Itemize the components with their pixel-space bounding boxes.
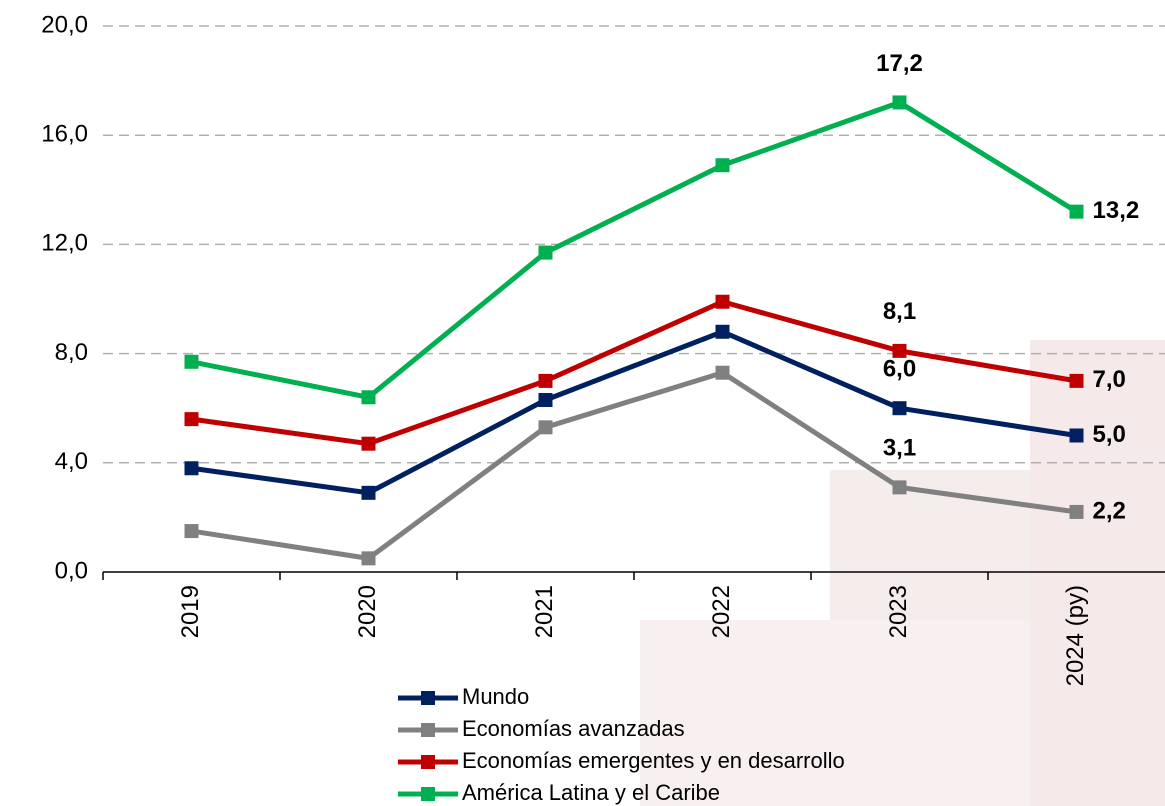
data-label: 5,0 (1093, 421, 1126, 448)
x-tick-label: 2021 (531, 585, 558, 638)
x-tick-label: 2024 (py) (1062, 585, 1089, 686)
data-label: 6,0 (883, 356, 916, 383)
background-pattern (640, 620, 1030, 806)
point-marker (893, 480, 907, 494)
point-marker (362, 437, 376, 451)
point-marker (1070, 374, 1084, 388)
point-marker (716, 295, 730, 309)
point-marker (893, 95, 907, 109)
point-marker (185, 524, 199, 538)
legend-marker (421, 787, 435, 801)
legend-label: Economías avanzadas (462, 716, 685, 741)
point-marker (185, 412, 199, 426)
point-marker (716, 158, 730, 172)
point-marker (893, 344, 907, 358)
point-marker (539, 393, 553, 407)
x-tick-label: 2019 (177, 585, 204, 638)
data-label: 3,1 (883, 435, 916, 462)
point-marker (362, 486, 376, 500)
y-tick-label: 12,0 (41, 230, 88, 257)
legend-label: Mundo (462, 684, 529, 709)
legend-marker (421, 755, 435, 769)
data-label: 2,2 (1093, 497, 1126, 524)
point-marker (716, 325, 730, 339)
point-marker (1070, 505, 1084, 519)
y-tick-label: 20,0 (41, 11, 88, 38)
point-marker (1070, 205, 1084, 219)
data-label: 17,2 (876, 50, 923, 77)
legend-label: América Latina y el Caribe (462, 780, 720, 805)
y-tick-label: 8,0 (55, 339, 88, 366)
legend-marker (421, 723, 435, 737)
point-marker (716, 366, 730, 380)
legend-marker (421, 691, 435, 705)
point-marker (185, 355, 199, 369)
legend-label: Economías emergentes y en desarrollo (462, 748, 845, 773)
point-marker (362, 390, 376, 404)
data-label: 8,1 (883, 298, 916, 325)
point-marker (539, 420, 553, 434)
point-marker (185, 461, 199, 475)
background-pattern (1030, 340, 1165, 806)
x-tick-label: 2023 (885, 585, 912, 638)
x-tick-label: 2022 (708, 585, 735, 638)
chart: 0,0 4,0 8,0 12,0 16,0 20,0 2019 2020 2021 2022 202… (0, 0, 1165, 806)
point-marker (539, 374, 553, 388)
y-tick-label: 4,0 (55, 448, 88, 475)
data-label: 13,2 (1093, 197, 1140, 224)
point-marker (539, 246, 553, 260)
point-marker (362, 551, 376, 565)
y-tick-label: 0,0 (55, 557, 88, 584)
point-marker (1070, 429, 1084, 443)
point-marker (893, 401, 907, 415)
x-tick-label: 2020 (354, 585, 381, 638)
y-tick-label: 16,0 (41, 121, 88, 148)
series-line (192, 302, 1077, 444)
data-label: 7,0 (1093, 366, 1126, 393)
